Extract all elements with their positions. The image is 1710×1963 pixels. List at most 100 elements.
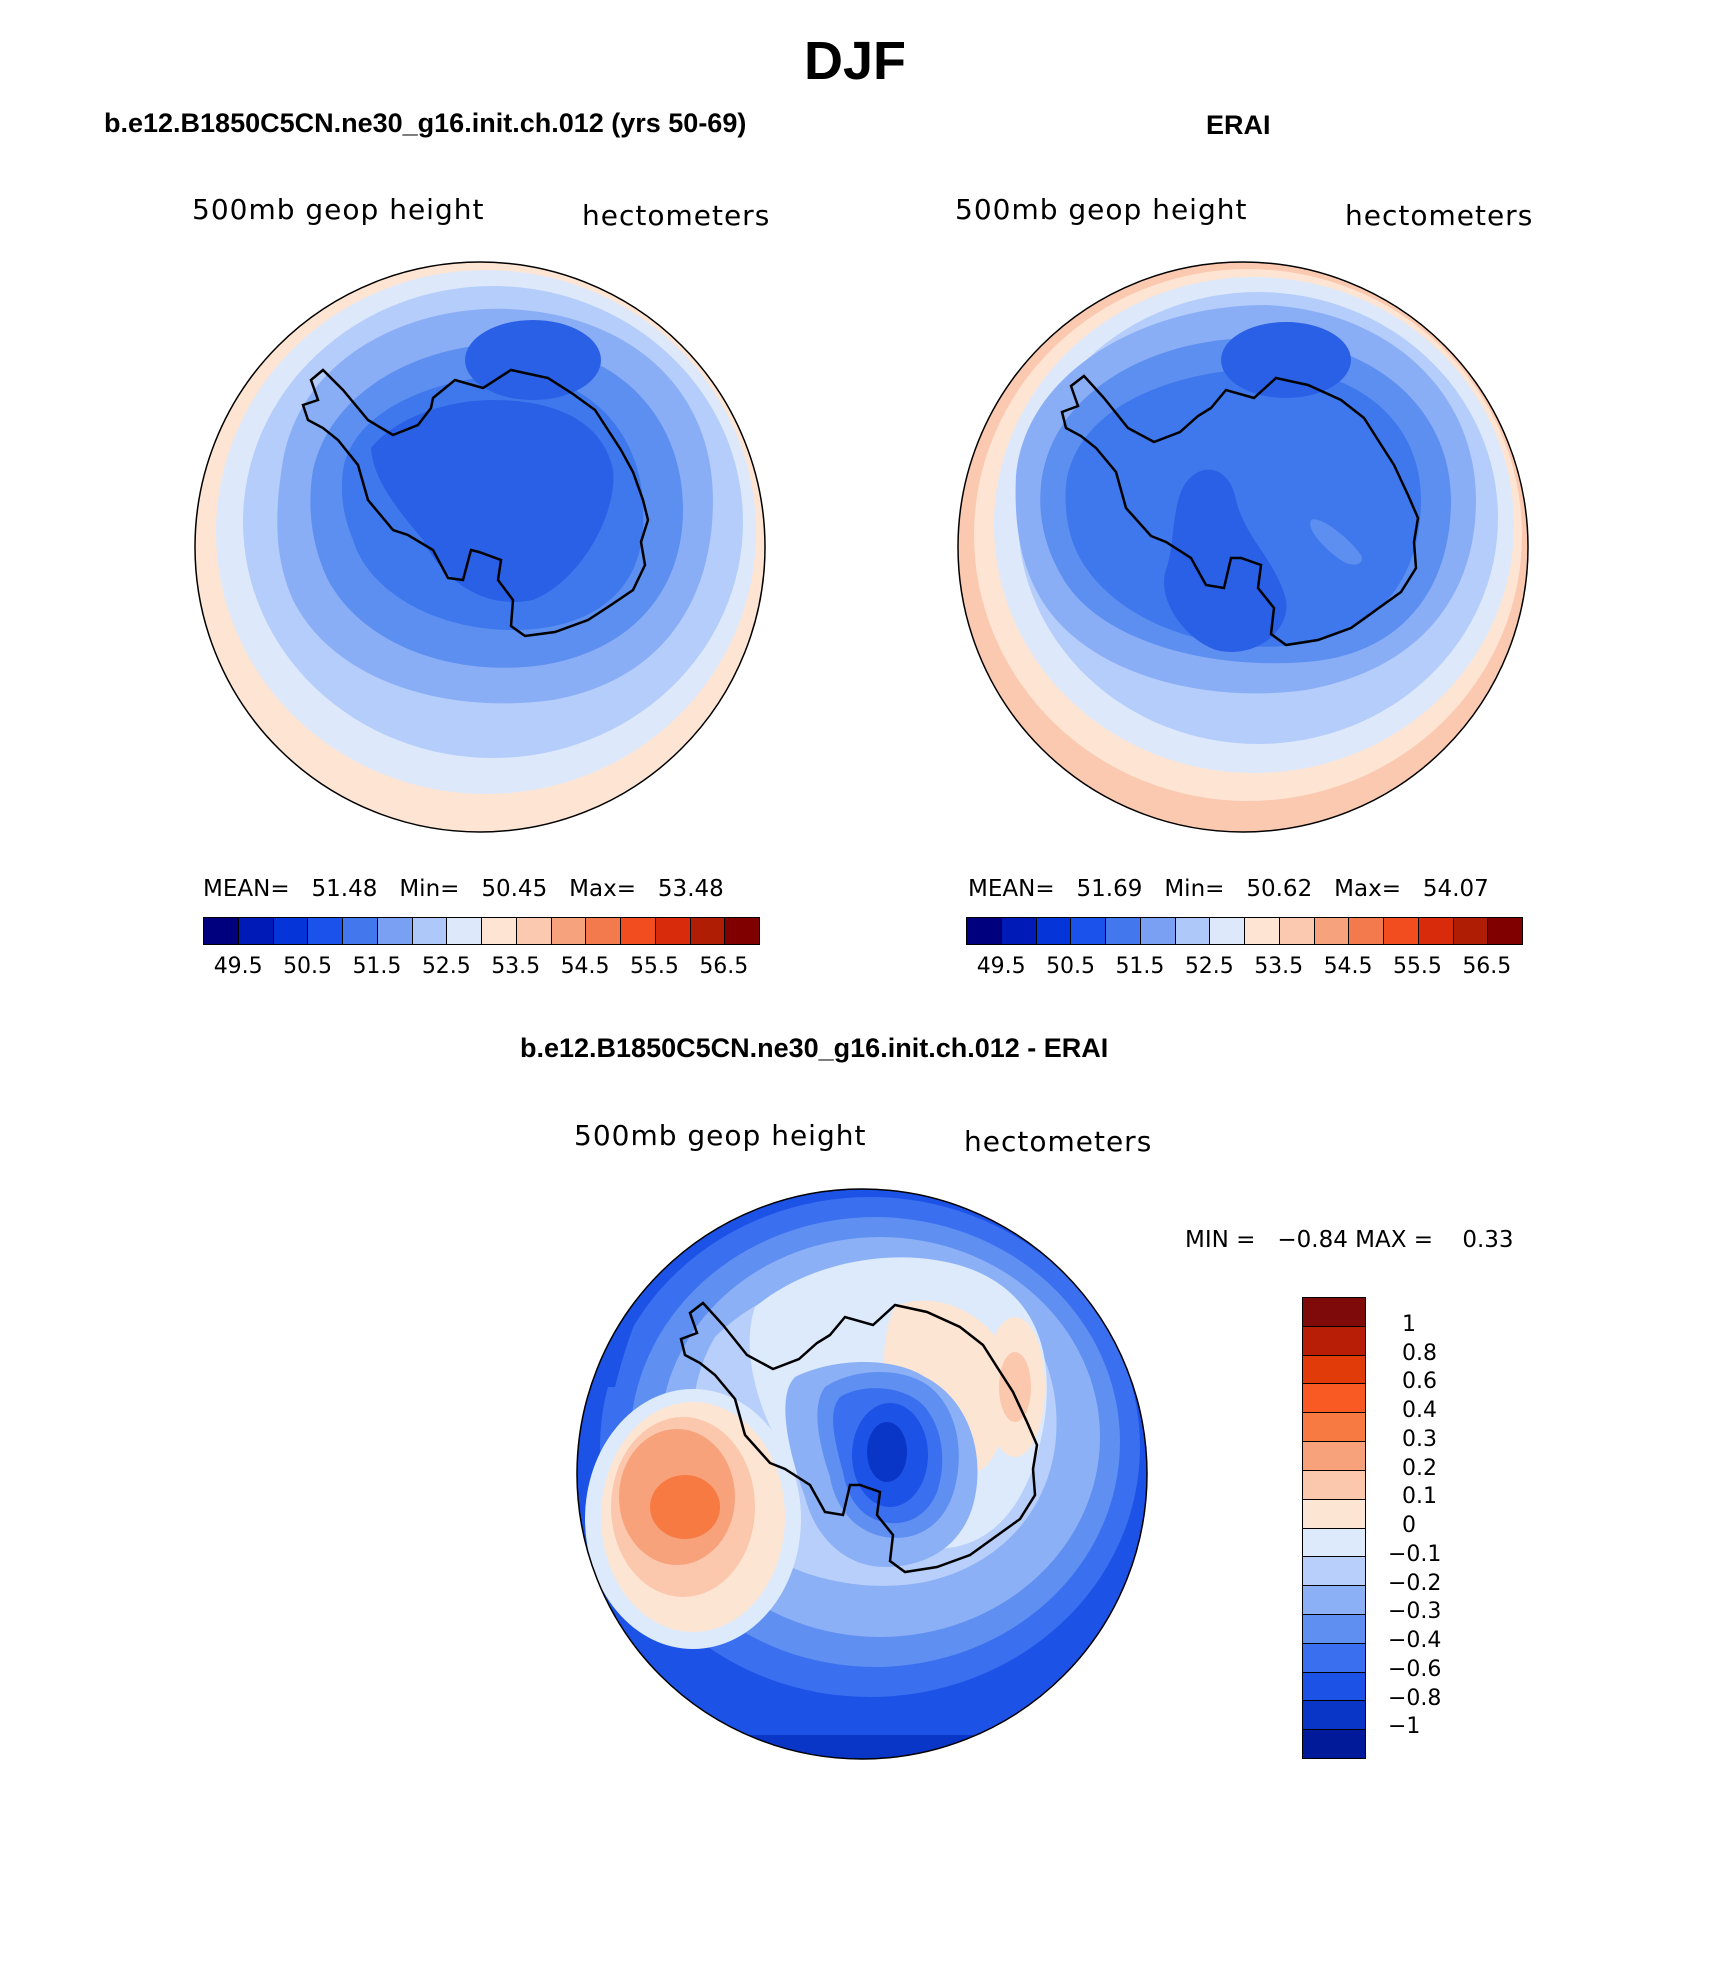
- diff-colorbar-swatch: [1303, 1442, 1365, 1471]
- colorbar-tick-label: 49.5: [213, 954, 263, 979]
- colorbar-tick-label: 55.5: [1392, 954, 1442, 979]
- diff-max: 0.33: [1462, 1227, 1514, 1253]
- colorbar-swatch: [621, 918, 656, 944]
- diff-colorbar-label: −0.1: [1388, 1541, 1442, 1567]
- colorbar-tick-label: 56.5: [1462, 954, 1512, 979]
- colorbar-tick-label: 55.5: [629, 954, 679, 979]
- panel-1-coastline: [301, 368, 650, 638]
- panel-2-stats: MEAN= 51.69 Min= 50.62 Max= 54.07: [968, 876, 1489, 902]
- panel-1-mean-label: MEAN=: [203, 876, 290, 902]
- diff-colorbar-label: −0.2: [1388, 1570, 1442, 1596]
- panel-2-map: [957, 261, 1529, 833]
- colorbar-swatch: [1314, 918, 1350, 944]
- diff-colorbar-swatch: [1303, 1499, 1365, 1529]
- panel-2-min-label: Min=: [1164, 876, 1225, 902]
- diff-colorbar-swatch: [1303, 1557, 1365, 1587]
- panel-1-core-2: [371, 400, 614, 602]
- panel-1-mean: 51.48: [311, 876, 378, 902]
- panel-2-units: hectometers: [1345, 199, 1534, 232]
- colorbar-swatch: [1453, 918, 1489, 944]
- colorbar-swatch: [1384, 918, 1419, 944]
- diff-coastline: [679, 1301, 1039, 1574]
- colorbar-swatch: [1036, 918, 1072, 944]
- colorbar-tick-label: 53.5: [1254, 954, 1304, 979]
- panel-2-title: ERAI: [1206, 110, 1271, 140]
- colorbar-swatch: [1418, 918, 1454, 944]
- colorbar-tick-label: 50.5: [1046, 954, 1096, 979]
- colorbar-tick-label: 54.5: [1323, 954, 1373, 979]
- panel-1-core-1: [465, 320, 601, 400]
- diff-colorbar-label: 0.6: [1402, 1369, 1437, 1395]
- diff-field-8: [999, 1352, 1031, 1422]
- colorbar-swatch: [238, 918, 274, 944]
- colorbar-swatch: [690, 918, 726, 944]
- panel-2-core-0: [1065, 368, 1421, 647]
- colorbar-tick-label: 50.5: [283, 954, 333, 979]
- colorbar-swatch: [967, 918, 1002, 944]
- diff-colorbar-label: −0.6: [1388, 1656, 1442, 1682]
- colorbar-swatch: [412, 918, 448, 944]
- panel-2-max-label: Max=: [1334, 876, 1401, 902]
- diff-colorbar: [1302, 1297, 1366, 1759]
- panel-1-boundary: [194, 261, 766, 833]
- panel-2-colorbar: [966, 917, 1523, 945]
- colorbar-swatch: [343, 918, 378, 944]
- colorbar-swatch: [551, 918, 587, 944]
- diff-map: [576, 1188, 1148, 1760]
- colorbar-swatch: [1071, 918, 1106, 944]
- diff-colorbar-labels: 1 0.8 0.6 0.4 0.3 0.2 0.1 0 −0.1 −0.2 −0.3 −0.4 −0.6…: [1388, 1297, 1488, 1757]
- panel-1-max: 53.48: [657, 876, 724, 902]
- diff-min-label: MIN =: [1185, 1227, 1256, 1253]
- colorbar-swatch: [273, 918, 309, 944]
- panel-1-max-label: Max=: [569, 876, 636, 902]
- diff-colorbar-label: 0.1: [1402, 1484, 1437, 1510]
- diff-colorbar-label: 0.8: [1402, 1340, 1437, 1366]
- diff-colorbar-swatch: [1303, 1298, 1365, 1327]
- colorbar-swatch: [586, 918, 621, 944]
- panel-1-map: [194, 261, 766, 833]
- colorbar-tick-label: 49.5: [976, 954, 1026, 979]
- colorbar-tick-label: 51.5: [1115, 954, 1165, 979]
- colorbar-swatch: [516, 918, 552, 944]
- diff-colorbar-label: 0.2: [1402, 1455, 1437, 1481]
- panel-2-core-1: [1221, 322, 1351, 398]
- panel-2-max: 54.07: [1422, 876, 1489, 902]
- colorbar-tick-label: 52.5: [421, 954, 471, 979]
- diff-colorbar-swatch: [1303, 1643, 1365, 1673]
- colorbar-swatch: [204, 918, 239, 944]
- colorbar-swatch: [1175, 918, 1211, 944]
- diff-field-13: [867, 1422, 907, 1482]
- colorbar-swatch: [1140, 918, 1176, 944]
- diff-colorbar-label: −0.8: [1388, 1685, 1442, 1711]
- colorbar-tick-label: 54.5: [560, 954, 610, 979]
- diff-colorbar-label: −0.3: [1388, 1599, 1442, 1625]
- panel-2-variable: 500mb geop height: [955, 193, 1248, 226]
- diff-colorbar-swatch: [1303, 1701, 1365, 1731]
- colorbar-swatch: [725, 918, 759, 944]
- diff-colorbar-swatch: [1303, 1586, 1365, 1615]
- diff-colorbar-swatch: [1303, 1413, 1365, 1443]
- diff-colorbar-label: −1: [1388, 1714, 1421, 1740]
- panel-2-boundary: [957, 261, 1529, 833]
- panel-2-mean: 51.69: [1076, 876, 1143, 902]
- diff-max-label: MAX =: [1355, 1227, 1434, 1253]
- colorbar-swatch: [1488, 918, 1522, 944]
- colorbar-tick-label: 53.5: [491, 954, 541, 979]
- diff-variable: 500mb geop height: [574, 1119, 867, 1152]
- diff-colorbar-label: 1: [1402, 1311, 1416, 1337]
- colorbar-swatch: [1245, 918, 1280, 944]
- diff-colorbar-swatch: [1303, 1355, 1365, 1385]
- colorbar-tick-label: 51.5: [352, 954, 402, 979]
- colorbar-tick-label: 56.5: [699, 954, 749, 979]
- diff-boundary: [576, 1188, 1148, 1760]
- colorbar-swatch: [1349, 918, 1384, 944]
- panel-2-coastline: [1060, 374, 1420, 647]
- panel-2-core-3: [1310, 519, 1362, 565]
- colorbar-swatch: [1106, 918, 1141, 944]
- diff-colorbar-swatch: [1303, 1528, 1365, 1558]
- diff-colorbar-swatch: [1303, 1730, 1365, 1758]
- panel-1-stats: MEAN= 51.48 Min= 50.45 Max= 53.48: [203, 876, 724, 902]
- panel-1-variable: 500mb geop height: [192, 193, 485, 226]
- colorbar-swatch: [1279, 918, 1315, 944]
- panel-1-title: b.e12.B1850C5CN.ne30_g16.init.ch.012 (yr…: [104, 108, 747, 138]
